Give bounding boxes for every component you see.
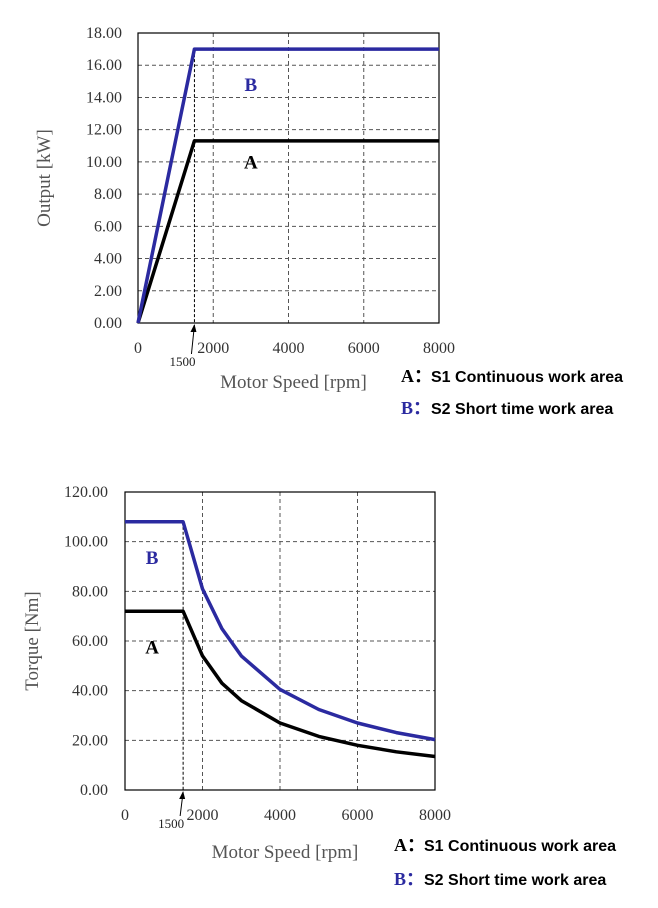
base-speed-label: 1500 (169, 354, 195, 369)
x-tick-label: 8000 (423, 340, 455, 357)
plot-frame (137, 32, 440, 324)
x-axis-label: Motor Speed [rpm] (220, 372, 367, 393)
base-speed-label: 1500 (158, 816, 184, 831)
x-tick-label: 4000 (273, 340, 305, 357)
series-line-a (125, 609, 436, 759)
legend-key: A： (401, 366, 432, 386)
region-label-b: B (146, 548, 159, 569)
legend-key: B： (394, 869, 424, 889)
y-tick-label: 20.00 (72, 732, 108, 749)
y-tick-label: 0.00 (94, 315, 122, 332)
base-speed-arrowhead (179, 791, 186, 799)
y-tick-label: 80.00 (72, 583, 108, 600)
y-tick-label: 14.00 (86, 89, 122, 106)
region-label-a: A (244, 152, 258, 173)
x-tick-label: 2000 (187, 807, 219, 824)
legend-key: A： (394, 835, 425, 855)
plot-frame (124, 491, 436, 791)
y-axis-label: Torque [Nm] (22, 591, 43, 690)
y-tick-label: 100.00 (64, 534, 108, 551)
y-tick-label: 4.00 (94, 251, 122, 268)
x-tick-label: 0 (121, 807, 129, 824)
y-tick-label: 10.00 (86, 154, 122, 171)
base-speed-arrowhead (190, 324, 197, 332)
y-tick-label: 0.00 (80, 782, 108, 799)
legend-label: S2 Short time work area (431, 401, 613, 418)
y-tick-label: 12.00 (86, 122, 122, 139)
series-line-a (136, 139, 439, 324)
legend-key: B： (401, 398, 431, 418)
series-line-b (136, 47, 439, 324)
x-tick-label: 6000 (342, 807, 374, 824)
y-tick-label: 40.00 (72, 683, 108, 700)
legend-label: S1 Continuous work area (424, 838, 616, 855)
x-tick-label: 0 (134, 340, 142, 357)
x-tick-label: 2000 (197, 340, 229, 357)
y-tick-label: 120.00 (64, 484, 108, 501)
x-tick-label: 6000 (348, 340, 380, 357)
chart-output: 0.00 2.00 4.00 6.00 8.00 10.00 12.00 14.00 16.00… (34, 25, 623, 418)
legend-label: S1 Continuous work area (431, 369, 623, 386)
y-tick-label: 2.00 (94, 283, 122, 300)
x-axis-label: Motor Speed [rpm] (212, 842, 359, 863)
y-tick-label: 8.00 (94, 186, 122, 203)
region-label-a: A (145, 637, 159, 658)
legend-label: S2 Short time work area (424, 872, 606, 889)
x-tick-label: 8000 (419, 807, 451, 824)
chart-torque: 0.00 20.00 40.00 60.00 80.00 100.00 120.00 0 200… (22, 484, 616, 889)
x-tick-label: 4000 (264, 807, 296, 824)
y-tick-label: 16.00 (86, 57, 122, 74)
y-tick-label: 18.00 (86, 25, 122, 42)
series-line-b (125, 520, 436, 742)
y-tick-label: 60.00 (72, 633, 108, 650)
y-tick-label: 6.00 (94, 218, 122, 235)
y-axis-label: Output [kW] (34, 129, 55, 227)
region-label-b: B (245, 75, 258, 96)
